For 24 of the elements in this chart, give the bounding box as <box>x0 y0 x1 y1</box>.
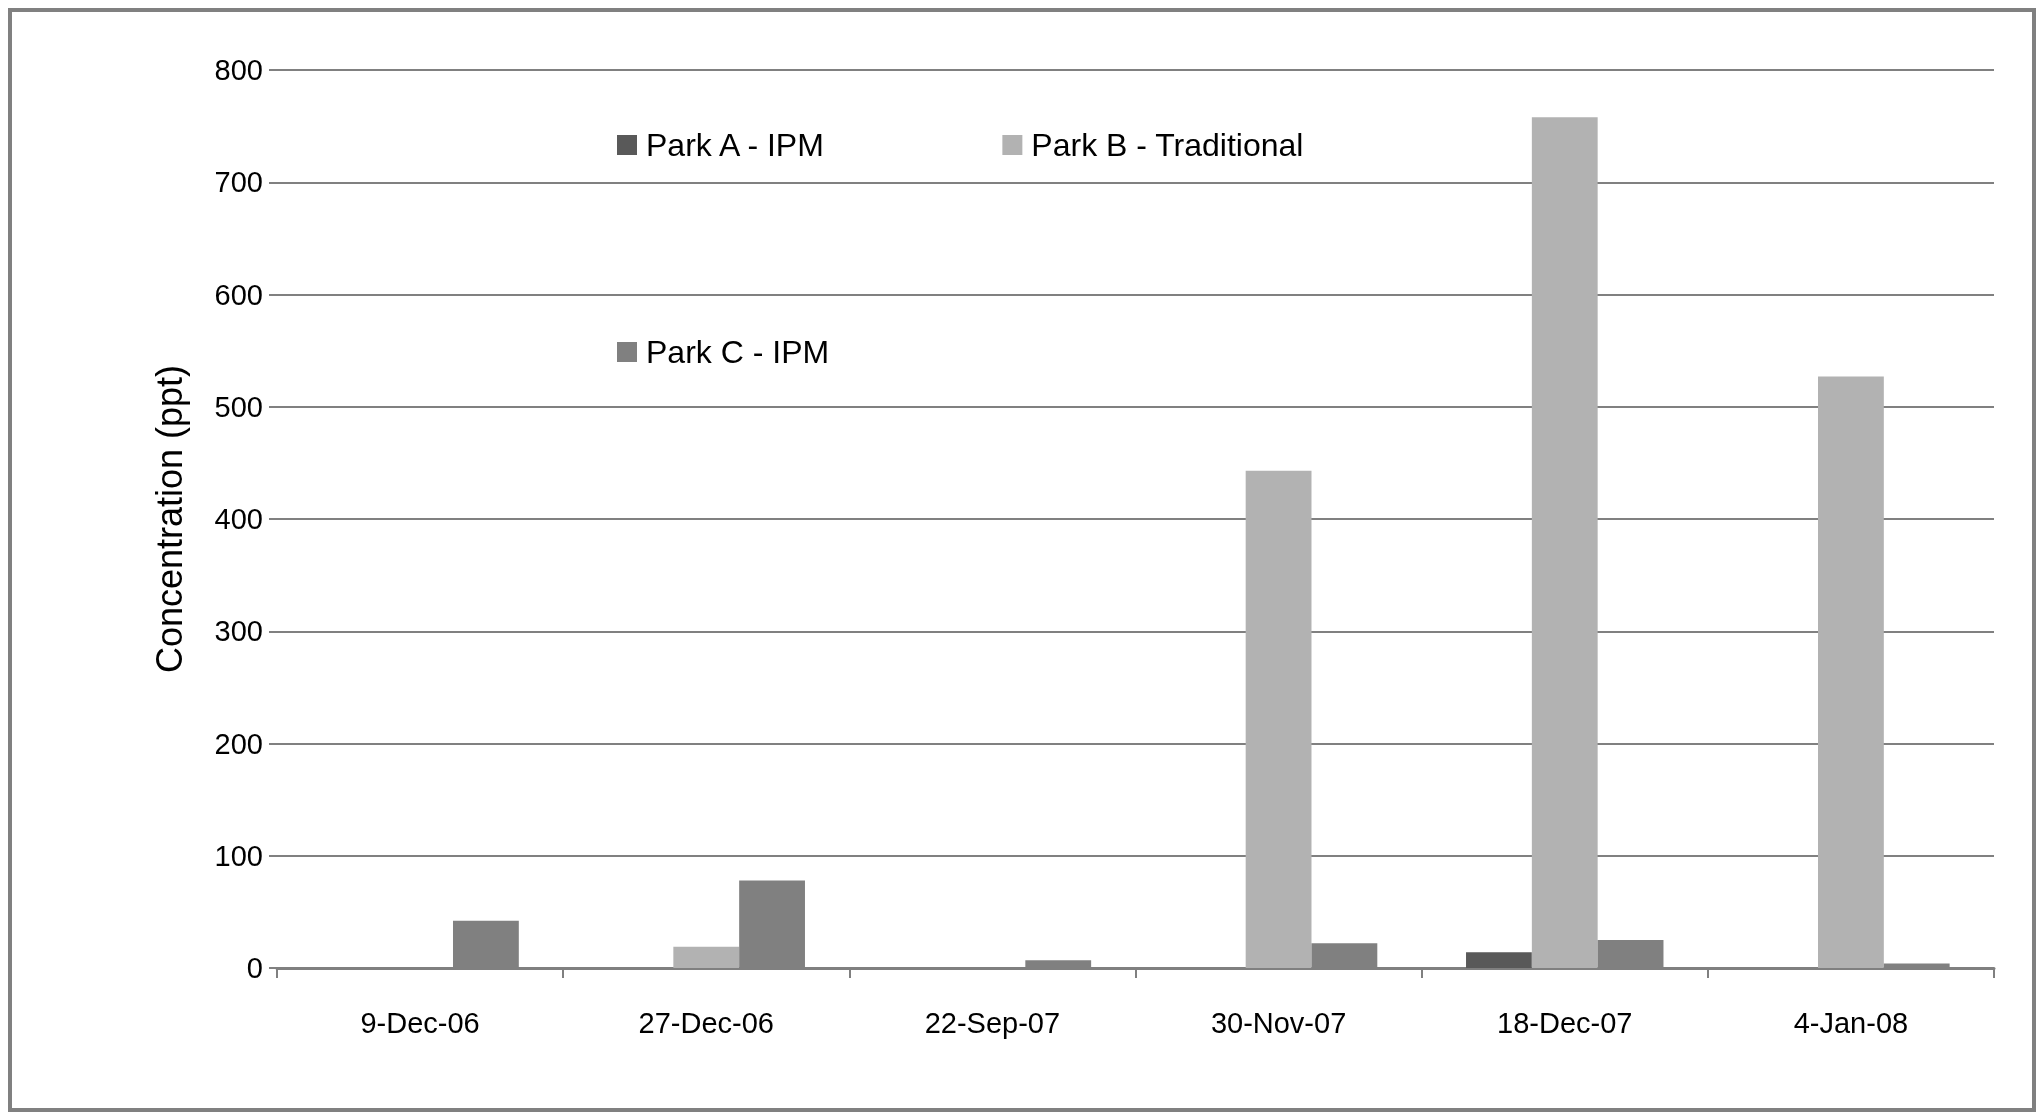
bar <box>1466 952 1532 968</box>
x-tick-label: 9-Dec-06 <box>360 1006 480 1039</box>
y-tick-label: 100 <box>214 839 263 872</box>
legend-label: Park C - IPM <box>646 334 830 370</box>
y-tick-label: 200 <box>214 727 263 760</box>
bar <box>1531 117 1598 968</box>
x-tick-label: 30-Nov-07 <box>1210 1006 1347 1039</box>
y-tick-label: 300 <box>214 615 263 648</box>
y-tick-label: 400 <box>214 503 263 535</box>
y-tick-label: 800 <box>214 54 263 86</box>
y-axis-title: Concentration (ppt) <box>148 364 190 674</box>
y-tick-label: 0 <box>246 952 263 984</box>
bar <box>673 946 740 968</box>
y-tick-label: 600 <box>214 278 263 311</box>
legend-label: Park B - Traditional <box>1031 127 1304 163</box>
y-tick-label: 700 <box>214 166 263 199</box>
y-tick-label: 500 <box>214 390 263 423</box>
x-tick-label: 18-Dec-07 <box>1497 1006 1633 1039</box>
bar <box>1245 470 1312 968</box>
x-tick-label: 22-Sep-07 <box>924 1006 1061 1039</box>
x-tick-label: 27-Dec-06 <box>638 1006 774 1039</box>
legend-label: Park A - IPM <box>646 127 824 163</box>
bar <box>1818 376 1884 968</box>
x-tick-label: 4-Jan-08 <box>1793 1006 1909 1039</box>
